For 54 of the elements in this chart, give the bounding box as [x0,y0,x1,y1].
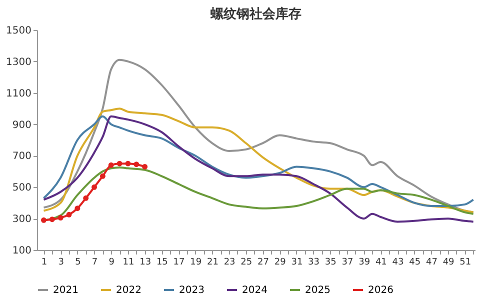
point [116,160,122,166]
x-tick-label: 21 [206,258,218,268]
x-tick-label: 7 [92,258,98,268]
x-tick-label: 39 [358,258,370,268]
chart-title: 螺纹钢社会库存 [210,6,302,22]
x-tick-label: 11 [122,258,134,268]
x-tick-label: 47 [426,258,438,268]
x-tick-label: 49 [442,258,455,268]
y-tick-label: 500 [12,182,32,194]
y-tick-label: 1500 [6,26,32,36]
legend-label: 2021 [53,285,78,296]
point [125,160,131,166]
point [49,216,55,222]
point [58,215,64,221]
x-tick-label: 33 [308,258,320,268]
legend-label: 2026 [368,285,394,296]
point [108,162,114,168]
x-tick-label: 19 [190,258,202,268]
point [41,217,46,223]
x-tick-label: 51 [460,258,472,268]
x-tick-label: 17 [173,258,185,268]
legend-label: 2025 [305,285,330,296]
x-tick-label: 25 [240,258,252,268]
point [100,173,106,179]
point [83,195,89,201]
y-tick-label: 1100 [6,88,32,100]
x-tick-label: 1 [41,258,48,268]
point [92,184,98,190]
x-tick-label: 9 [108,258,115,268]
x-tick-label: 37 [342,258,354,268]
x-tick-label: 3 [58,258,64,268]
x-tick-label: 35 [324,258,336,268]
x-tick-label: 27 [258,258,269,268]
y-tick-label: 300 [12,214,32,226]
legend-label: 2023 [179,285,204,296]
y-tick-label: 700 [12,151,32,162]
x-tick-label: 45 [409,258,421,268]
x-tick-label: 15 [156,258,168,268]
x-tick-label: 41 [375,258,387,268]
point [142,164,148,170]
legend-label: 2022 [116,285,142,296]
point [74,206,80,212]
y-tick-label: 100 [12,246,32,256]
x-tick-label: 23 [224,258,236,268]
y-tick-label: 900 [12,120,32,131]
point [66,212,72,218]
y-tick-label: 1300 [6,56,32,68]
legend-label: 2024 [242,285,268,296]
x-tick-label: 13 [140,258,152,268]
x-tick-label: 43 [392,258,404,268]
x-tick-label: 31 [291,258,303,268]
point [134,162,140,168]
x-tick-label: 5 [75,258,81,268]
x-tick-label: 29 [274,258,286,268]
